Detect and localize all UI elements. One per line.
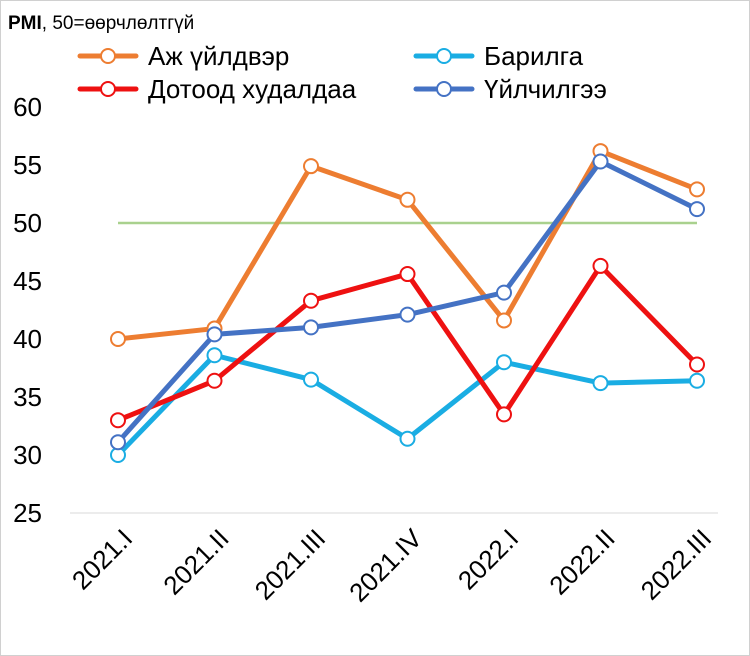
data-point (303, 319, 319, 336)
y-tick-label: 40 (13, 324, 42, 354)
data-point (303, 371, 319, 388)
data-point (496, 312, 512, 329)
data-point (110, 434, 126, 451)
data-point (110, 331, 126, 347)
x-tick-label: 2022.III (635, 523, 718, 606)
x-tick-label: 2021.II (157, 523, 234, 600)
data-point (110, 412, 126, 429)
data-point (496, 406, 512, 423)
y-tick-label: 60 (13, 92, 42, 122)
x-tick-label: 2021.I (66, 523, 138, 595)
data-point (399, 191, 416, 208)
y-tick-label: 35 (13, 382, 42, 412)
x-tick-label: 2021.III (249, 523, 332, 606)
legend-label: Аж үйлдвэр (148, 41, 289, 71)
data-point (206, 372, 223, 389)
data-point (689, 356, 705, 373)
data-point (496, 354, 512, 371)
x-tick-label: 2022.I (452, 523, 524, 595)
x-tick-label: 2021.IV (343, 523, 428, 608)
legend-marker (436, 81, 452, 97)
x-tick-label: 2022.II (543, 523, 620, 600)
legend-marker (100, 48, 116, 64)
legend-label: Барилга (484, 41, 584, 71)
data-point (303, 292, 319, 309)
legend-label: Үйлчилгээ (484, 74, 607, 104)
data-point (592, 375, 609, 392)
data-point (592, 153, 609, 170)
y-tick-label: 30 (13, 440, 42, 470)
data-point (592, 257, 609, 274)
data-point (206, 347, 223, 364)
data-point (399, 266, 416, 283)
chart-title-bold: PMI (8, 13, 42, 34)
chart-title: PMI, 50=өөрчлөлтгүй (8, 13, 194, 35)
y-tick-label: 45 (13, 266, 42, 296)
legend-marker (436, 48, 452, 64)
data-point (689, 181, 705, 198)
data-point (206, 326, 223, 343)
data-point (399, 306, 416, 323)
data-point (399, 430, 416, 447)
legend-label: Дотоод худалдаа (148, 74, 357, 104)
chart-title-rest: , 50=өөрчлөлтгүй (41, 13, 195, 34)
y-tick-label: 25 (13, 498, 42, 528)
data-point (689, 372, 705, 389)
data-point (496, 284, 512, 301)
data-point (689, 201, 705, 218)
data-point (303, 158, 319, 175)
legend-marker (100, 81, 116, 97)
y-tick-label: 55 (13, 150, 42, 180)
y-tick-label: 50 (13, 208, 42, 238)
